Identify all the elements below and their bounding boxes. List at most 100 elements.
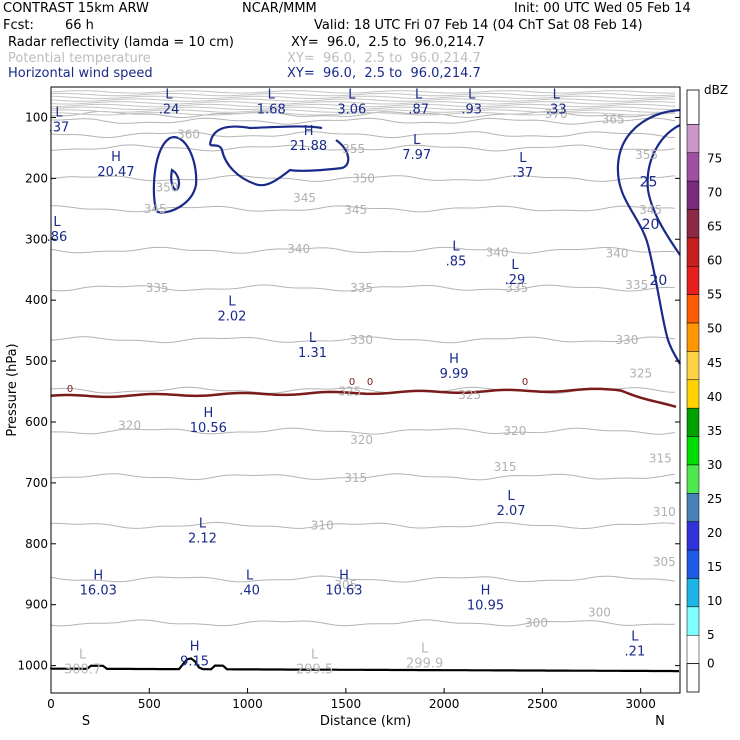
theta-contour-upper <box>50 112 676 116</box>
x-tick-label: 0 <box>47 697 55 711</box>
colorbar-segment <box>686 351 700 381</box>
wind-extremum-type: H <box>449 352 459 367</box>
theta-contour-305 <box>50 575 676 583</box>
wind-contour-label: 20 <box>642 217 660 233</box>
wind-extremum-value: .40 <box>239 583 260 598</box>
colorbar-segment <box>686 578 700 608</box>
field-theta-xy: XY= 96.0, 2.5 to 96.0,214.7 <box>287 51 481 66</box>
wind-extremum-value: .37 <box>513 166 534 181</box>
wind-extremum-value: 9.15 <box>180 655 209 670</box>
theta-contour-label: 315 <box>494 460 517 474</box>
forecast-label: Fcst: <box>3 18 34 33</box>
wind-extremum-value: .87 <box>408 102 429 117</box>
wind-contour-label: 25 <box>640 174 658 190</box>
theta-contour-upper <box>50 95 676 100</box>
theta-contour-label: 305 <box>653 555 676 569</box>
theta-contour-label: 345 <box>293 191 316 205</box>
colorbar-tick-label: 15 <box>707 560 722 574</box>
wind-extremum-type: L <box>53 215 61 230</box>
y-tick-label: 200 <box>25 171 48 185</box>
theta-contour-label: 310 <box>653 505 676 519</box>
colorbar-tick-label: 60 <box>707 254 722 268</box>
theta-extremum-type: L <box>421 642 429 657</box>
theta-contours <box>50 90 676 627</box>
wind-extremum-type: L <box>55 106 63 121</box>
field-wind-xy: XY= 96.0, 2.5 to 96.0,214.7 <box>287 66 481 81</box>
colorbar-segment <box>686 294 700 324</box>
wind-extremum-value: 20.47 <box>97 165 134 180</box>
colorbar-tick-label: 70 <box>707 185 722 199</box>
colorbar-segment <box>686 606 700 636</box>
y-tick-label: 600 <box>25 415 48 429</box>
colorbar-segment <box>686 237 700 267</box>
theta-contour-320 <box>51 427 676 435</box>
wind-extremum-value: .86 <box>47 230 68 245</box>
field-reflectivity-name: Radar reflectivity (lamda = 10 cm) <box>8 35 234 50</box>
wind-extremum-type: L <box>165 87 173 102</box>
wind-extremum-type: L <box>348 87 356 102</box>
wind-extremum-type: H <box>111 150 121 165</box>
freezing-level-label: 0 <box>67 384 73 395</box>
freezing-level: 0 0 0 0 <box>50 377 677 409</box>
colorbar-tick-label: 35 <box>707 424 722 438</box>
theta-contour-label: 320 <box>503 424 526 438</box>
theta-contour-355 <box>50 144 676 152</box>
valid-time: Valid: 18 UTC Fri 07 Feb 14 (04 ChT Sat … <box>314 18 643 33</box>
wind-extremum-type: L <box>415 87 423 102</box>
colorbar-segment <box>686 436 700 466</box>
ground-surface <box>49 657 679 673</box>
south-label: S <box>82 714 90 729</box>
theta-contour-label: 320 <box>118 419 141 433</box>
colorbar-segment <box>686 209 700 239</box>
theta-contour-label: 340 <box>606 246 629 260</box>
theta-contour-label: 365 <box>602 112 625 126</box>
plot-frame <box>50 86 681 694</box>
theta-contour-label: 325 <box>629 366 652 380</box>
wind-extremum-value: .29 <box>505 273 526 288</box>
colorbar-segment <box>686 521 700 551</box>
theta-contour-label: 335 <box>146 281 169 295</box>
colorbar-tick-label: 75 <box>707 151 722 165</box>
theta-contour-upper <box>50 106 675 111</box>
organization: NCAR/MMM <box>242 1 317 16</box>
y-tick-label: 1000 <box>17 659 48 673</box>
theta-contour-label: 320 <box>350 433 373 447</box>
wind-extremum-type: L <box>553 87 561 102</box>
theta-contour-310 <box>51 521 676 530</box>
wind-extremum-type: L <box>519 151 527 166</box>
theta-contour-label: 345 <box>344 203 367 217</box>
north-label: N <box>655 714 665 729</box>
wind-extremum-type: H <box>203 406 213 421</box>
wind-extremum-type: L <box>507 489 515 504</box>
wind-contour-20-north-jet <box>616 108 681 365</box>
wind-extremum-type: L <box>199 517 207 532</box>
colorbar-tick-label: 45 <box>707 356 722 370</box>
theta-extremum-type: L <box>311 648 319 663</box>
theta-contour-label: 335 <box>625 278 648 292</box>
colorbar-tick-label: 65 <box>707 220 722 234</box>
wind-extremum-value: 10.95 <box>467 599 504 614</box>
colorbar-segment <box>686 464 700 494</box>
wind-contour-25-core <box>170 168 181 192</box>
wind-extremum-type: L <box>452 240 460 255</box>
colorbar-segment <box>686 124 700 154</box>
freezing-level-line <box>50 387 677 409</box>
colorbar-bottom-cap <box>686 663 700 693</box>
wind-contour-20-jet-center <box>208 125 350 187</box>
wind-extremum-value: .33 <box>546 102 567 117</box>
theta-contour-label: 355 <box>635 148 658 162</box>
wind-extremum-type: L <box>309 331 317 346</box>
freezing-level-label: 0 <box>522 377 528 388</box>
wind-contour-20-jet-left <box>152 136 198 214</box>
colorbar-unit: dBZ <box>704 83 728 97</box>
y-tick-label: 900 <box>25 598 48 612</box>
theta-contour-upper <box>50 109 676 113</box>
wind-extremum-type: L <box>268 87 276 102</box>
theta-contour-340 <box>50 246 676 254</box>
theta-contour-label: 335 <box>350 281 373 295</box>
init-time: Init: 00 UTC Wed 05 Feb 14 <box>514 1 691 16</box>
theta-contour-label: 305 <box>334 578 357 592</box>
colorbar-segment <box>686 379 700 409</box>
